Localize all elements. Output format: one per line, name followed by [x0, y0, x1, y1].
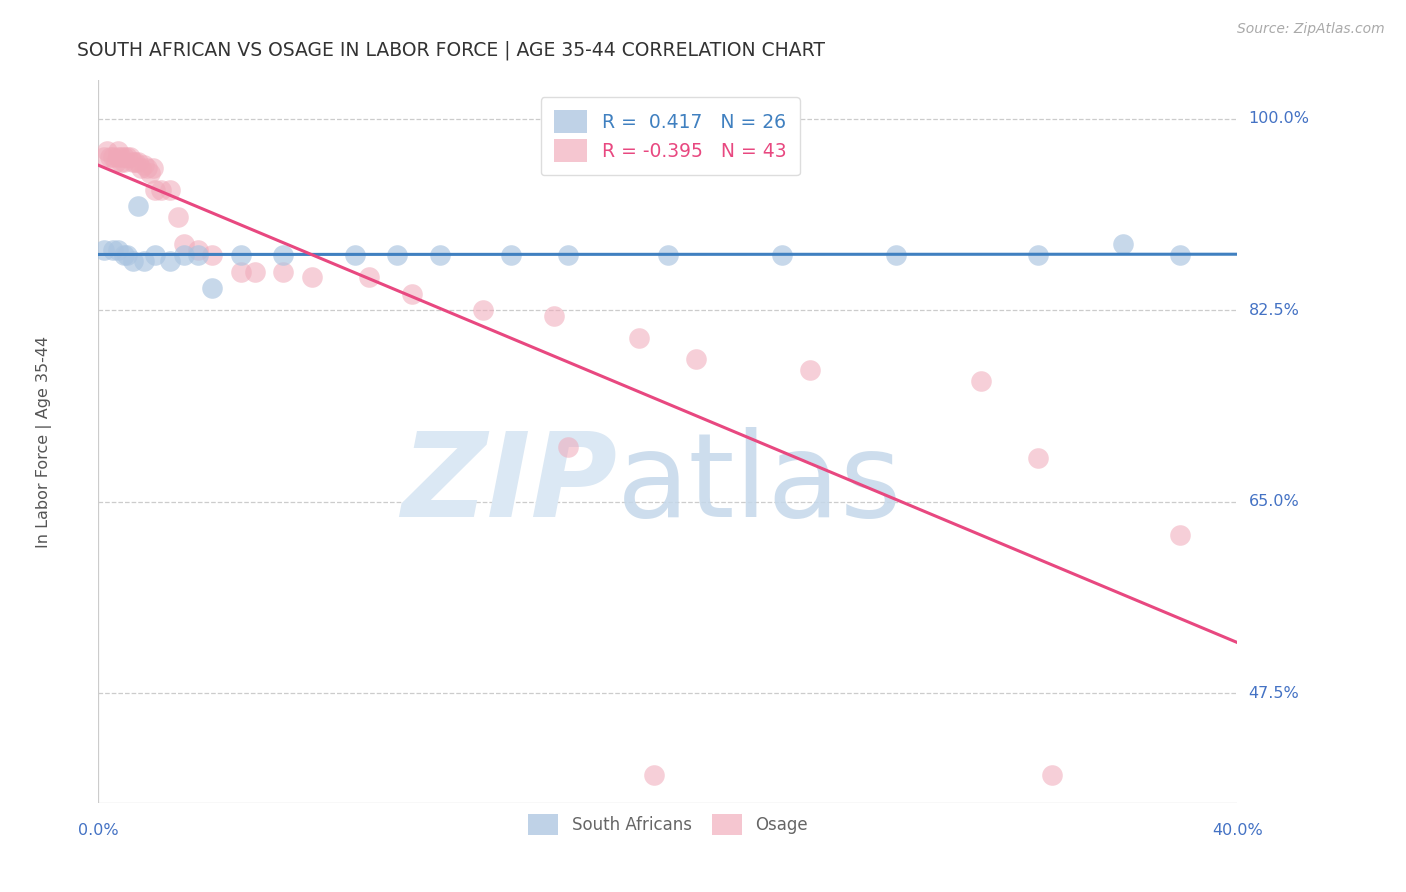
- Point: [229, 265, 252, 279]
- Point: [273, 265, 295, 279]
- Point: [159, 183, 181, 197]
- Point: [1170, 248, 1192, 262]
- Point: [501, 248, 523, 262]
- Point: [98, 150, 121, 164]
- Text: 65.0%: 65.0%: [1249, 494, 1299, 509]
- Point: [628, 330, 651, 344]
- Point: [471, 303, 494, 318]
- Point: [301, 270, 323, 285]
- Point: [115, 248, 138, 262]
- Point: [770, 248, 793, 262]
- Point: [107, 243, 129, 257]
- Point: [557, 440, 579, 454]
- Text: 0.0%: 0.0%: [79, 822, 118, 838]
- Point: [112, 248, 135, 262]
- Point: [429, 248, 451, 262]
- Point: [121, 155, 143, 169]
- Point: [138, 166, 160, 180]
- Point: [93, 150, 115, 164]
- Point: [132, 253, 155, 268]
- Point: [187, 248, 209, 262]
- Text: In Labor Force | Age 35-44: In Labor Force | Age 35-44: [35, 335, 52, 548]
- Point: [145, 248, 167, 262]
- Point: [107, 145, 129, 159]
- Point: [118, 150, 141, 164]
- Point: [145, 183, 167, 197]
- Text: SOUTH AFRICAN VS OSAGE IN LABOR FORCE | AGE 35-44 CORRELATION CHART: SOUTH AFRICAN VS OSAGE IN LABOR FORCE | …: [77, 40, 825, 60]
- Text: atlas: atlas: [617, 427, 903, 542]
- Point: [121, 253, 143, 268]
- Point: [201, 248, 224, 262]
- Point: [243, 265, 266, 279]
- Point: [357, 270, 380, 285]
- Point: [557, 248, 579, 262]
- Point: [159, 253, 181, 268]
- Point: [135, 161, 157, 175]
- Point: [201, 281, 224, 295]
- Point: [150, 183, 173, 197]
- Point: [101, 243, 124, 257]
- Point: [387, 248, 409, 262]
- Text: 40.0%: 40.0%: [1212, 822, 1263, 838]
- Point: [401, 286, 423, 301]
- Point: [685, 352, 707, 367]
- Point: [112, 155, 135, 169]
- Point: [96, 145, 118, 159]
- Text: 100.0%: 100.0%: [1249, 112, 1309, 126]
- Point: [1040, 768, 1063, 782]
- Text: ZIP: ZIP: [401, 427, 617, 542]
- Point: [112, 150, 135, 164]
- Point: [1170, 527, 1192, 541]
- Point: [657, 248, 679, 262]
- Point: [229, 248, 252, 262]
- Point: [1026, 248, 1049, 262]
- Point: [1112, 237, 1135, 252]
- Point: [643, 768, 665, 782]
- Point: [173, 248, 195, 262]
- Point: [173, 237, 195, 252]
- Point: [107, 150, 129, 164]
- Point: [141, 161, 163, 175]
- Point: [129, 161, 152, 175]
- Point: [127, 199, 149, 213]
- Point: [101, 150, 124, 164]
- Text: Source: ZipAtlas.com: Source: ZipAtlas.com: [1237, 22, 1385, 37]
- Point: [884, 248, 907, 262]
- Legend: South Africans, Osage: South Africans, Osage: [522, 808, 814, 841]
- Point: [970, 374, 993, 388]
- Point: [110, 155, 132, 169]
- Text: 47.5%: 47.5%: [1249, 686, 1299, 701]
- Point: [127, 155, 149, 169]
- Point: [93, 243, 115, 257]
- Point: [273, 248, 295, 262]
- Point: [1026, 450, 1049, 465]
- Point: [115, 150, 138, 164]
- Point: [187, 243, 209, 257]
- Text: 82.5%: 82.5%: [1249, 302, 1299, 318]
- Point: [124, 155, 146, 169]
- Point: [167, 210, 190, 224]
- Point: [343, 248, 366, 262]
- Point: [799, 363, 821, 377]
- Point: [543, 309, 565, 323]
- Point: [132, 158, 155, 172]
- Point: [104, 155, 127, 169]
- Point: [110, 150, 132, 164]
